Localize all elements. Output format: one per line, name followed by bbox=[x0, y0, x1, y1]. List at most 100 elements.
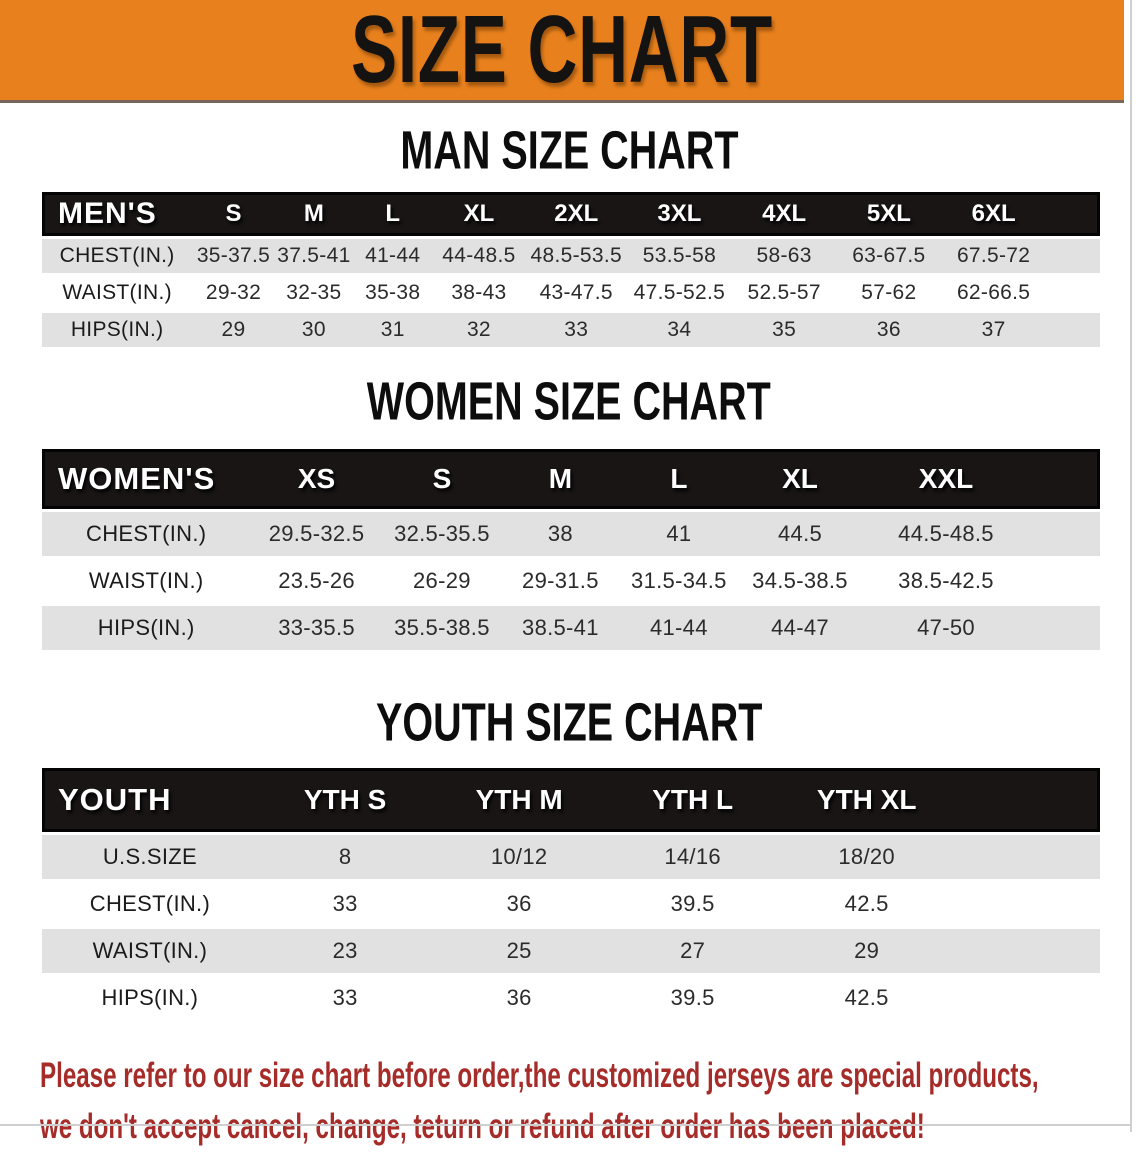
page-title: SIZE CHART bbox=[351, 0, 773, 103]
size-value: 35 bbox=[731, 313, 837, 347]
size-value: 26-29 bbox=[382, 559, 502, 603]
table-corner-label: YOUTH bbox=[42, 768, 258, 832]
row-filler bbox=[1030, 559, 1100, 603]
size-value: 63-67.5 bbox=[836, 239, 942, 273]
size-column-header: 5XL bbox=[836, 192, 942, 236]
size-value: 58-63 bbox=[731, 239, 837, 273]
size-column-header: 6XL bbox=[941, 192, 1046, 236]
size-value: 44-48.5 bbox=[432, 239, 526, 273]
size-value: 35-37.5 bbox=[192, 239, 275, 273]
size-value: 18/20 bbox=[779, 835, 954, 879]
women-section-heading: WOMEN SIZE CHART bbox=[367, 371, 771, 433]
row-label: HIPS(IN.) bbox=[42, 976, 258, 1020]
row-label: HIPS(IN.) bbox=[42, 606, 251, 650]
row-label: CHEST(IN.) bbox=[42, 882, 258, 926]
size-value: 34.5-38.5 bbox=[738, 559, 862, 603]
size-value: 53.5-58 bbox=[627, 239, 732, 273]
size-value: 32 bbox=[432, 313, 526, 347]
size-value: 31.5-34.5 bbox=[619, 559, 739, 603]
size-column-header: XL bbox=[432, 192, 526, 236]
disclaimer-note: Please refer to our size chart before or… bbox=[40, 1051, 1138, 1153]
size-value: 41-44 bbox=[619, 606, 739, 650]
size-value: 14/16 bbox=[605, 835, 780, 879]
measurement-row: WAIST(IN.) 29-32 32-35 35-38 38-43 43-47.5 47.… bbox=[42, 276, 1100, 310]
size-value: 36 bbox=[432, 882, 606, 926]
size-value: 67.5-72 bbox=[941, 239, 1046, 273]
men-section-heading: MAN SIZE CHART bbox=[399, 120, 739, 182]
size-value: 29 bbox=[779, 929, 954, 973]
women-size-section: WOMEN SIZE CHART WOMEN'S XS S M L XL XXL CHEST(… bbox=[0, 371, 1138, 653]
size-value: 41-44 bbox=[353, 239, 433, 273]
size-value: 31 bbox=[353, 313, 433, 347]
size-value: 44.5-48.5 bbox=[861, 512, 1031, 556]
size-value: 44-47 bbox=[738, 606, 862, 650]
row-label: CHEST(IN.) bbox=[42, 239, 193, 273]
size-column-header: 2XL bbox=[525, 192, 628, 236]
size-value: 36 bbox=[432, 976, 606, 1020]
size-column-header: XL bbox=[738, 449, 862, 509]
header-filler bbox=[1030, 449, 1100, 509]
disclaimer-line-1: Please refer to our size chart before or… bbox=[40, 1056, 1039, 1095]
size-value: 33 bbox=[257, 882, 433, 926]
size-column-header: 3XL bbox=[627, 192, 732, 236]
size-value: 52.5-57 bbox=[731, 276, 837, 310]
row-filler bbox=[1045, 276, 1100, 310]
row-label: CHEST(IN.) bbox=[42, 512, 251, 556]
men-size-section: MAN SIZE CHART MEN'S S M L XL 2XL 3XL 4XL 5XL 6XL… bbox=[0, 120, 1138, 350]
size-value: 39.5 bbox=[605, 882, 780, 926]
youth-size-section: YOUTH SIZE CHART YOUTH YTH S YTH M YTH L YTH… bbox=[0, 694, 1138, 1023]
measurement-row: HIPS(IN.) 29 30 31 32 33 34 35 36 37 bbox=[42, 313, 1100, 347]
size-value: 43-47.5 bbox=[525, 276, 628, 310]
measurement-row: HIPS(IN.) 33-35.5 35.5-38.5 38.5-41 41-44 44-… bbox=[42, 606, 1100, 650]
size-value: 32-35 bbox=[274, 276, 354, 310]
youth-size-table: YOUTH YTH S YTH M YTH L YTH XL U.S.SIZE 8 10/12… bbox=[42, 765, 1100, 1023]
measurement-row: CHEST(IN.) 29.5-32.5 32.5-35.5 38 41 44.5 44.5… bbox=[42, 512, 1100, 556]
size-value: 23.5-26 bbox=[250, 559, 383, 603]
size-value: 30 bbox=[274, 313, 354, 347]
size-value: 25 bbox=[432, 929, 606, 973]
size-value: 33-35.5 bbox=[250, 606, 383, 650]
size-value: 42.5 bbox=[779, 976, 954, 1020]
row-label: WAIST(IN.) bbox=[42, 929, 258, 973]
title-banner: SIZE CHART bbox=[0, 0, 1124, 103]
size-column-header: YTH L bbox=[605, 768, 780, 832]
size-value: 48.5-53.5 bbox=[525, 239, 628, 273]
size-column-header: 4XL bbox=[731, 192, 837, 236]
women-size-table: WOMEN'S XS S M L XL XXL CHEST(IN.) 29.5-32.5 32.5… bbox=[42, 446, 1100, 653]
size-column-header: S bbox=[192, 192, 275, 236]
measurement-row: WAIST(IN.) 23 25 27 29 bbox=[42, 929, 1100, 973]
row-filler bbox=[1045, 239, 1100, 273]
size-value: 57-62 bbox=[836, 276, 942, 310]
size-value: 29-32 bbox=[192, 276, 275, 310]
measurement-row: U.S.SIZE 8 10/12 14/16 18/20 bbox=[42, 835, 1100, 879]
size-value: 29-31.5 bbox=[501, 559, 620, 603]
size-column-header: L bbox=[353, 192, 433, 236]
row-filler bbox=[953, 835, 1100, 879]
row-filler bbox=[953, 929, 1100, 973]
size-column-header: YTH S bbox=[257, 768, 433, 832]
row-label: WAIST(IN.) bbox=[42, 559, 251, 603]
size-column-header: XS bbox=[250, 449, 383, 509]
size-column-header: XXL bbox=[861, 449, 1031, 509]
size-value: 47.5-52.5 bbox=[627, 276, 732, 310]
header-filler bbox=[1045, 192, 1100, 236]
size-value: 32.5-35.5 bbox=[382, 512, 502, 556]
table-corner-label: MEN'S bbox=[42, 192, 193, 236]
size-value: 38 bbox=[501, 512, 620, 556]
size-value: 62-66.5 bbox=[941, 276, 1046, 310]
row-filler bbox=[1045, 313, 1100, 347]
measurement-row: CHEST(IN.) 35-37.5 37.5-41 41-44 44-48.5 48.5… bbox=[42, 239, 1100, 273]
size-column-header: S bbox=[382, 449, 502, 509]
image-edge-line-right bbox=[1130, 0, 1132, 1132]
size-column-header: M bbox=[274, 192, 354, 236]
size-value: 23 bbox=[257, 929, 433, 973]
size-value: 33 bbox=[525, 313, 628, 347]
size-column-header: L bbox=[619, 449, 739, 509]
image-edge-line-bottom bbox=[0, 1124, 1130, 1126]
men-size-table: MEN'S S M L XL 2XL 3XL 4XL 5XL 6XL CHEST(IN.) 35-37… bbox=[42, 189, 1100, 350]
measurement-row: CHEST(IN.) 33 36 39.5 42.5 bbox=[42, 882, 1100, 926]
row-filler bbox=[953, 882, 1100, 926]
row-filler bbox=[1030, 512, 1100, 556]
size-value: 10/12 bbox=[432, 835, 606, 879]
size-value: 38-43 bbox=[432, 276, 526, 310]
